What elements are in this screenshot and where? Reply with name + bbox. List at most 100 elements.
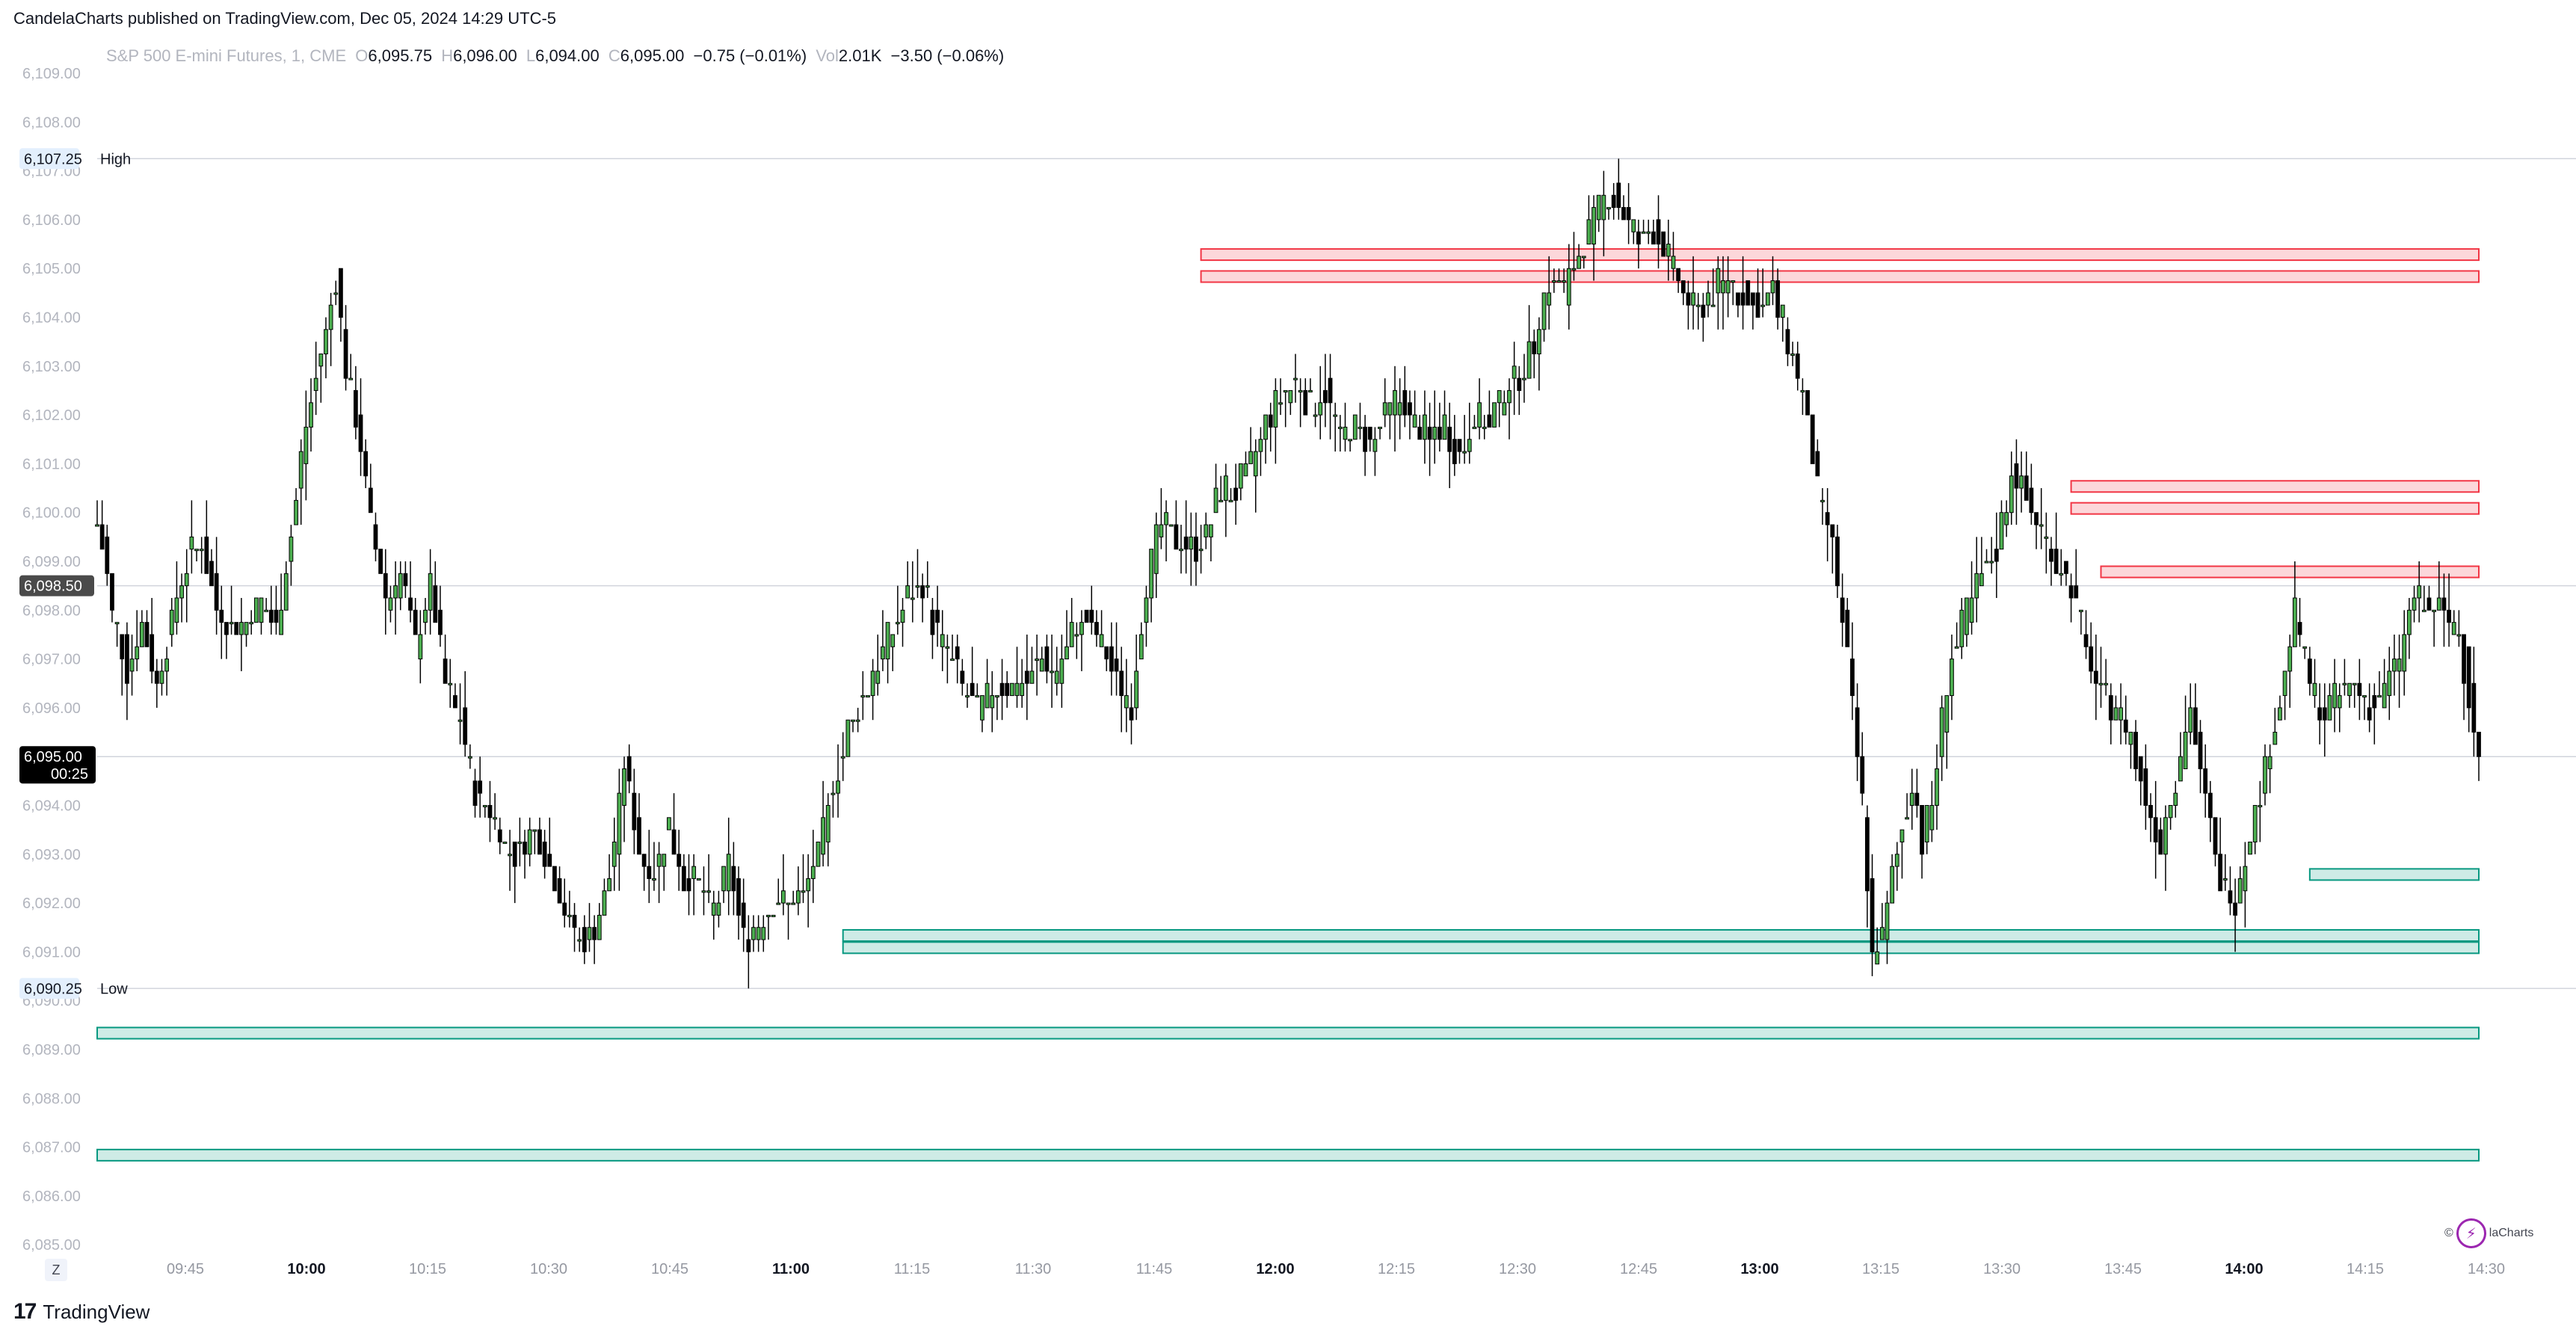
resistance-zone (2070, 502, 2480, 515)
candlestick-chart[interactable]: 6,085.00 6,086.00 6,087.00 6,088.00 6,089.00… (0, 31, 2576, 1302)
candle-body (1566, 268, 1571, 306)
candle-body (1402, 389, 1408, 416)
support-zone (96, 1026, 2480, 1040)
candle-body (517, 841, 523, 844)
y-tick-label: 6,103.00 (22, 359, 81, 375)
candle-body (1805, 389, 1810, 416)
candle-body (845, 719, 851, 757)
candle-body (2258, 805, 2263, 807)
candle-body (780, 890, 786, 904)
candle-body (572, 914, 577, 928)
low-label: Low (100, 981, 128, 997)
candle-body (2312, 682, 2317, 697)
zones (96, 248, 2480, 1162)
y-tick-label: 6,109.00 (22, 66, 81, 82)
candle-body (1537, 329, 1541, 354)
candle-body (1179, 549, 1183, 552)
candle-body (1581, 256, 1586, 259)
candle-body (1920, 805, 1924, 855)
candle-body (2392, 659, 2397, 672)
legend-close-label: C (608, 46, 620, 65)
crosshair-price-badge-bg (19, 575, 94, 596)
candle-body (457, 719, 463, 722)
candle-body (2039, 524, 2044, 527)
candle-body (1432, 426, 1438, 440)
candle-body (736, 878, 741, 916)
candle-body (527, 829, 532, 855)
candle-body (667, 817, 671, 830)
candle-body (2173, 792, 2178, 806)
candle-body (1333, 414, 1338, 417)
candle-body (1492, 402, 1497, 428)
candle-body (478, 780, 483, 794)
candle-body (309, 402, 313, 428)
candle-body (1929, 805, 1935, 830)
candle-body (214, 573, 219, 611)
candle-body (1835, 536, 1840, 587)
candle-body (2083, 634, 2089, 647)
candle-body (194, 549, 199, 552)
candle-body (1710, 304, 1716, 307)
candle-body (786, 902, 791, 905)
candle-body (283, 573, 289, 611)
candle-body (2019, 475, 2024, 489)
candle-body (2089, 646, 2094, 672)
candle-body (189, 536, 194, 550)
candle-body (2024, 475, 2029, 501)
candle-body (1367, 426, 1372, 440)
candle-body (1631, 219, 1636, 232)
candle-body (2049, 549, 2053, 562)
candle-body (1363, 426, 1367, 452)
candle-body (1909, 792, 1914, 806)
candle-body (652, 878, 656, 881)
candle-body (1725, 280, 1731, 294)
candle-body (1671, 256, 1676, 269)
candle-body (761, 927, 766, 940)
candle-body (1775, 280, 1781, 318)
tradingview-logo[interactable]: 17 TradingView (13, 1299, 150, 1325)
candle-body (2029, 487, 2034, 514)
candle-body (1691, 292, 1695, 306)
x-tick-label: 11:15 (894, 1261, 931, 1277)
candle-body (1223, 475, 1228, 501)
candle-body (671, 829, 677, 855)
candle-body (706, 890, 712, 893)
candle-body (1094, 622, 1099, 635)
candle-body (234, 622, 239, 635)
candle-body (866, 695, 870, 698)
timezone-button[interactable]: Z (45, 1259, 67, 1281)
candle-body (875, 670, 881, 684)
candle-body (512, 841, 517, 867)
candle-body (557, 878, 562, 904)
candle-body (1233, 487, 1239, 501)
watermark-text: laCharts (2489, 1227, 2534, 1239)
candle-body (1467, 439, 1472, 452)
chart-area[interactable]: 6,085.00 6,086.00 6,087.00 6,088.00 6,089.00… (0, 31, 2576, 1302)
last-price-countdown: 00:25 (51, 766, 88, 783)
candle-body (1337, 426, 1343, 429)
candle-body (1706, 292, 1710, 306)
candle-body (358, 414, 363, 452)
candle-body (1109, 646, 1114, 672)
candle-body (1999, 512, 2004, 550)
candle-body (1079, 622, 1084, 635)
candle-body (940, 634, 945, 647)
candle-body (1457, 439, 1462, 452)
candle-body (721, 866, 726, 892)
candle-body (1352, 414, 1358, 440)
candle-body (602, 890, 607, 916)
candle-body (1452, 439, 1457, 464)
candle-body (110, 573, 114, 611)
candle-body (920, 585, 925, 599)
candle-body (1198, 549, 1204, 552)
candle-body (2198, 732, 2203, 770)
x-tick-label: 12:30 (1499, 1261, 1536, 1277)
candle-body (617, 792, 622, 855)
candle-body (577, 939, 582, 942)
candle-body (851, 719, 855, 722)
candle-body (930, 609, 935, 635)
candle-body (547, 854, 552, 867)
candle-body (1174, 524, 1179, 550)
candle-body (890, 634, 896, 647)
candle-body (1800, 389, 1805, 392)
